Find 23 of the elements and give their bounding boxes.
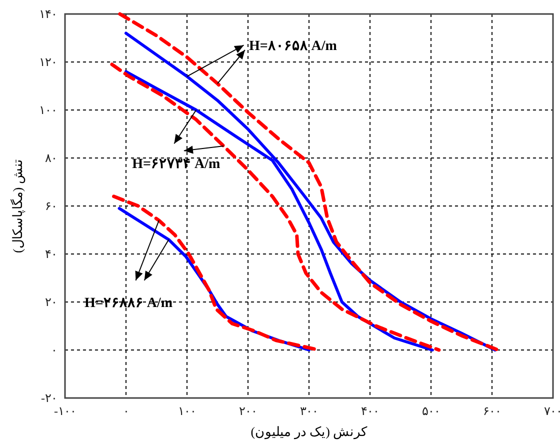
y-axis-title: تنش (مگاپاسکال) [10,159,26,253]
y-tick-label: -۲۰ [41,391,57,405]
x-tick-label: ۱۰۰ [178,404,196,418]
x-tick-label: ۷۰۰ [544,404,560,418]
y-tick-label: ۱۰۰ [39,103,57,117]
y-tick-label: ۱۴۰ [39,7,57,21]
annotation: H=۸۰۶۵۸ A/m [248,39,338,54]
y-tick-label: ۰ [51,343,57,357]
x-tick-label: ۵۰۰ [422,404,440,418]
x-tick-label: ۲۰۰ [239,404,257,418]
y-tick-label: ۱۲۰ [39,55,57,69]
x-tick-label: ۳۰۰ [300,404,318,418]
y-tick-label: ۴۰ [45,247,57,261]
y-tick-label: ۶۰ [45,199,57,213]
y-tick-label: ۸۰ [45,151,57,165]
annotation: H=۶۲۷۳۴ A/m [132,156,220,172]
x-tick-label: -۱۰۰ [54,404,76,418]
x-tick-label: ۰ [123,404,129,418]
annotation: H=۲۶۸۸۶ A/m [84,296,173,311]
x-axis-title: کرنش (یک در میلیون) [250,424,368,440]
x-tick-label: ۴۰۰ [361,404,379,418]
y-tick-label: ۲۰ [45,295,57,309]
x-tick-label: ۶۰۰ [483,404,501,418]
